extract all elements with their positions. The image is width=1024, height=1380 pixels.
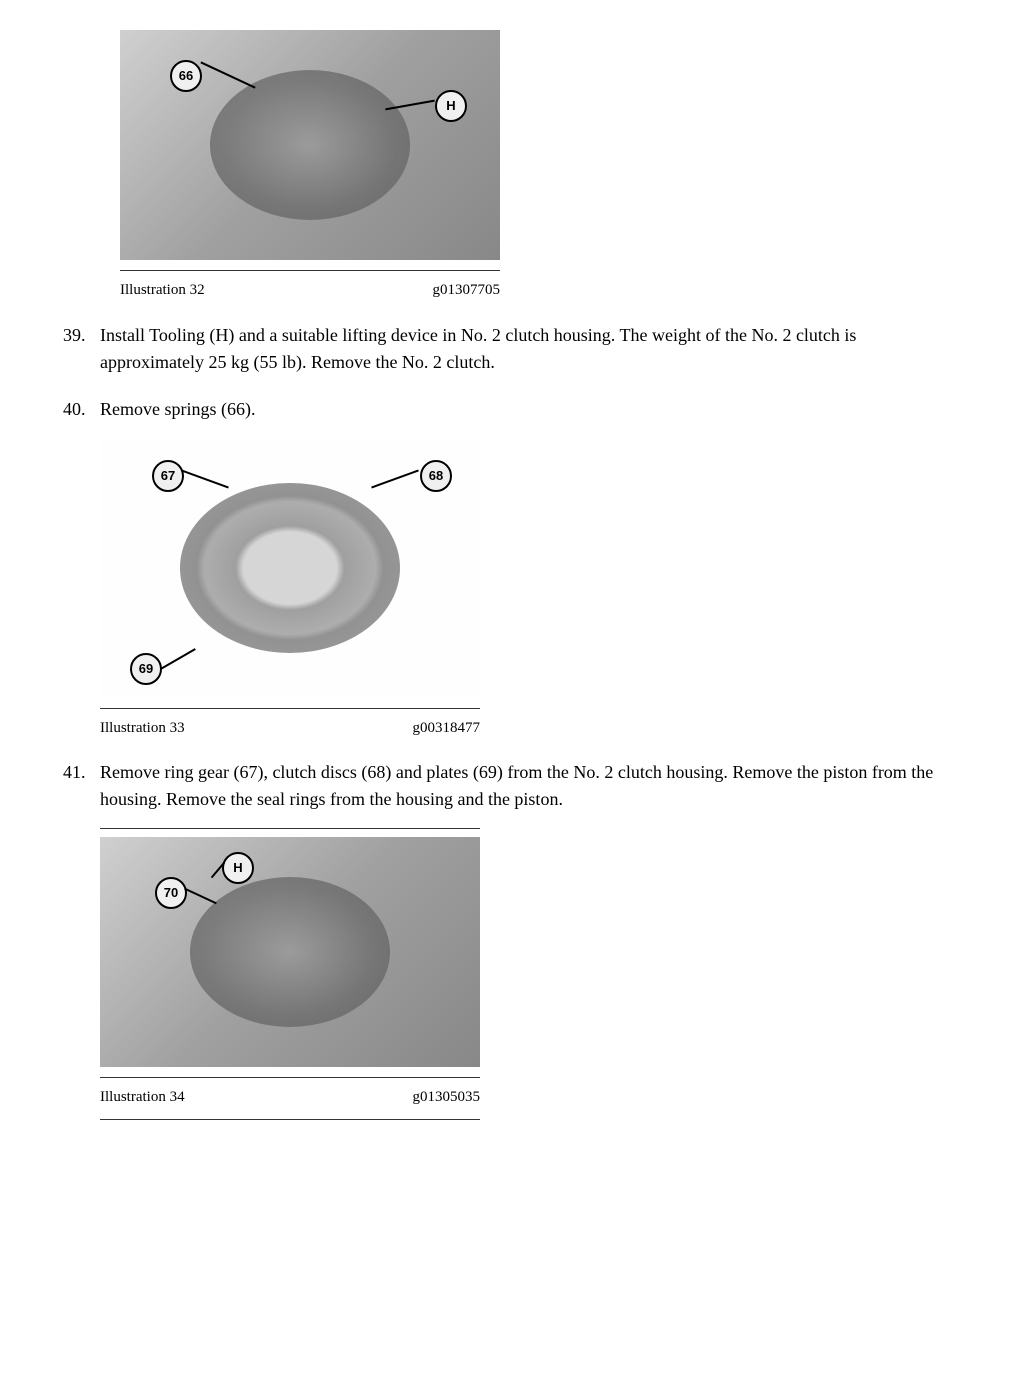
step-list: Install Tooling (H) and a suitable lifti… [60, 322, 964, 1120]
mechanical-illustration [210, 70, 410, 220]
caption-divider [100, 708, 480, 709]
caption-divider [120, 270, 500, 271]
callout-line [200, 61, 255, 88]
figure-image-34: H 70 [100, 837, 480, 1067]
callout-line [181, 469, 229, 488]
caption-divider [100, 1077, 480, 1078]
figure-image-33: 67 68 69 [100, 438, 480, 698]
step-40: Remove springs (66). 67 68 69 Illustrati… [90, 396, 964, 740]
step-text: Remove ring gear (67), clutch discs (68)… [100, 759, 964, 813]
caption-row: Illustration 33 g00318477 [100, 717, 480, 740]
step-text: Install Tooling (H) and a suitable lifti… [100, 322, 964, 376]
callout-line [371, 469, 419, 488]
callout-line [184, 888, 217, 905]
ring-illustration [180, 483, 400, 653]
callout-h: H [435, 90, 467, 122]
callout-68: 68 [420, 460, 452, 492]
caption-row: Illustration 32 g01307705 [120, 279, 500, 302]
figure-block-33: 67 68 69 Illustration 33 g00318477 [100, 438, 964, 740]
illustration-label: Illustration 33 [100, 717, 185, 740]
caption-row: Illustration 34 g01305035 [100, 1086, 480, 1109]
callout-67: 67 [152, 460, 184, 492]
illustration-code: g00318477 [413, 717, 481, 740]
mechanical-illustration [190, 877, 390, 1027]
callout-line [160, 648, 196, 670]
illustration-label: Illustration 34 [100, 1086, 185, 1109]
figure-block-34: H 70 Illustration 34 g01305035 [100, 828, 964, 1120]
step-41: Remove ring gear (67), clutch discs (68)… [90, 759, 964, 1120]
figure-image-32: 66 H [120, 30, 500, 260]
callout-70: 70 [155, 877, 187, 909]
caption-divider [100, 1119, 480, 1120]
illustration-code: g01305035 [413, 1086, 481, 1109]
callout-h: H [222, 852, 254, 884]
step-text: Remove springs (66). [100, 396, 964, 423]
illustration-code: g01307705 [433, 279, 501, 302]
callout-66: 66 [170, 60, 202, 92]
figure-block-32: 66 H Illustration 32 g01307705 [120, 30, 964, 302]
step-39: Install Tooling (H) and a suitable lifti… [90, 322, 964, 376]
callout-69: 69 [130, 653, 162, 685]
caption-divider [100, 828, 480, 829]
illustration-label: Illustration 32 [120, 279, 205, 302]
